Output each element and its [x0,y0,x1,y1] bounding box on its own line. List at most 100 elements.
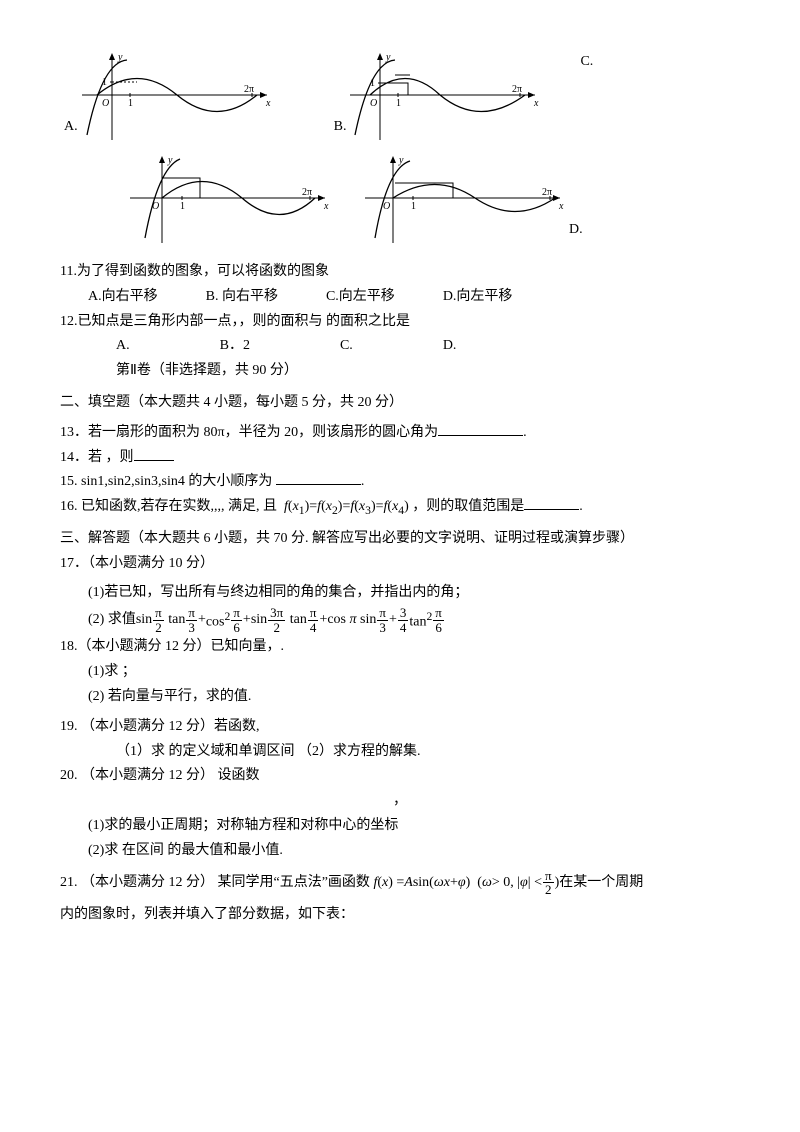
f-tan1: tan [165,608,186,632]
q16-pre: 16. 已知函数,若存在实数,,,, 满足, 且 [60,499,277,514]
svg-text:O: O [370,98,377,109]
svg-text:y: y [398,155,404,166]
q17-p1: (1)若已知，写出所有与终边相同的角的集合，并指出内的角； [60,581,740,605]
q12-opt-b: B．2 [220,334,250,358]
axis-y-label: y [117,52,123,63]
q21-math: f [370,871,377,895]
tick-2pi: 2π [244,84,254,95]
svg-text:x: x [533,98,539,109]
q14-text: 14．若 ，则 [60,450,134,465]
svg-text:1: 1 [396,98,401,109]
q15-blank [276,470,361,485]
svg-text:2π: 2π [512,84,522,95]
graph-row-2: y x O 1 2π y x O 1 2π D. [60,153,740,248]
q12-text: 12.已知点是三角形内部一点，，则的面积与 的面积之比是 [60,310,740,334]
q13-tail: . [523,425,527,440]
q21-line1: 21. （本小题满分 12 分） 某同学用“五点法”画函数 f(x) = Asi… [60,869,740,897]
q15-post: . [361,474,365,489]
f-frac5: π4 [308,606,319,634]
q13-text: 13．若一扇形的面积为 80π，半径为 20，则该扇形的圆心角为 [60,425,438,440]
q16-blank [524,495,579,510]
f-frac7: π6 [433,606,444,634]
graph-d-svg: y x O 1 2π [365,153,565,248]
f-sin1: sin [136,608,152,632]
f-plus3: + [319,608,327,632]
section-3-title: 三、解答题（本大题共 6 小题，共 70 分. 解答应写出必要的文字说明、证明过… [60,527,740,551]
section-2-title: 二、填空题（本大题共 4 小题，每小题 5 分，共 20 分） [60,391,740,415]
f-plus4: + [389,608,397,632]
q11-options: A.向右平移 B. 向右平移 C.向左平移 D.向左平移 [60,285,740,309]
q11-opt-a: A.向右平移 [88,285,158,309]
f-frac2: π3 [186,606,197,634]
part2-header: 第Ⅱ卷（非选择题，共 90 分） [60,359,740,383]
q11-opt-c: C.向左平移 [326,285,395,309]
graph-d-label: D. [569,218,583,242]
f-cos2: cos2 [206,607,231,634]
graph-d-cell: y x O 1 2π D. [365,153,587,248]
svg-text:2π: 2π [542,187,552,198]
f-plus2: + [243,608,251,632]
q13: 13．若一扇形的面积为 80π，半径为 20，则该扇形的圆心角为. [60,421,740,445]
q11-text: 11.为了得到函数的图象，可以将函数的图象 [60,260,740,284]
graph-c-svg: y x O 1 2π [130,153,330,248]
f-frac7a: 34 [398,606,409,634]
graph-b-cell: B. y x O 1 2π 1 [334,50,541,145]
q17-head: 17．（本小题满分 10 分） [60,552,740,576]
svg-text:1: 1 [370,78,375,89]
q20-p2: (2)求 在区间 的最大值和最小值. [60,839,740,863]
q15: 15. sin1,sin2,sin3,sin4 的大小顺序为 . [60,470,740,494]
q18-p1: (1)求 ； [60,660,740,684]
svg-text:1: 1 [411,201,416,212]
q11-opt-d: D.向左平移 [443,285,513,309]
svg-text:x: x [323,201,329,212]
f-plus1: + [198,608,206,632]
graph-a-cell: A. y x O 1 2π 1 [64,50,272,145]
q18-head: 18.（本小题满分 12 分）已知向量，. [60,635,740,659]
q16-tail: . [579,499,583,514]
q13-blank [438,421,523,436]
svg-text:x: x [558,201,564,212]
q21-frac: π2 [543,869,554,897]
origin-label: O [102,98,109,109]
q16: 16. 已知函数,若存在实数,,,, 满足, 且 f(x1)=f(x2)=f(x… [60,495,740,521]
q19-head: 19. （本小题满分 12 分）若函数, [60,715,740,739]
q19-p1: （1）求 的定义域和单调区间 （2）求方程的解集. [60,740,740,764]
q15-pre: 15. sin1,sin2,sin3,sin4 的大小顺序为 [60,474,276,489]
f-frac3: π6 [231,606,242,634]
q21-pre: 21. （本小题满分 12 分） 某同学用“五点法”画函数 [60,871,370,895]
graph-b-svg: y x O 1 2π 1 [350,50,540,145]
graph-c-label: C. [580,50,593,139]
q20-comma: ， [60,789,740,813]
svg-text:y: y [385,52,391,63]
tick-1: 1 [128,98,133,109]
f-frac1: π2 [153,606,164,634]
q14-blank [134,446,174,461]
q12-opt-c: C. [340,334,353,358]
graph-b-label: B. [334,115,347,139]
q14: 14．若 ，则 [60,446,740,470]
f-tan2: tan [286,608,307,632]
tick-y1: 1 [102,77,107,88]
q12-opt-d: D. [443,334,457,358]
graph-a-label: A. [64,115,78,139]
q21-line2: 内的图象时，列表并填入了部分数据，如下表： [60,903,740,927]
svg-text:y: y [167,155,173,166]
graph-a-svg: y x O 1 2π 1 [82,50,272,145]
svg-text:2π: 2π [302,187,312,198]
f-frac6: π3 [377,606,388,634]
f-frac4: 3π2 [268,606,285,634]
q17-p2: (2) 求值 sin π2 tan π3 + cos2 π6 + sin 3π2… [60,606,740,634]
q11-opt-b: B. 向右平移 [206,285,278,309]
q12-opt-a: A. [116,334,130,358]
q12-options: A. B．2 C. D. [60,334,740,358]
graph-c-cell: y x O 1 2π [130,153,330,248]
q20-p1: (1)求的最小正周期；对称轴方程和对称中心的坐标 [60,814,740,838]
f-sin2: sin [251,608,267,632]
q17-p2-pre: (2) 求值 [88,608,136,632]
q16-post: ，则的取值范围是 [412,499,524,514]
svg-text:O: O [383,201,390,212]
q20-head: 20. （本小题满分 12 分） 设函数 [60,764,740,788]
svg-text:O: O [152,201,159,212]
f-tan3: tan2 [409,607,432,634]
graph-row-1: A. y x O 1 2π 1 B. [60,50,740,145]
